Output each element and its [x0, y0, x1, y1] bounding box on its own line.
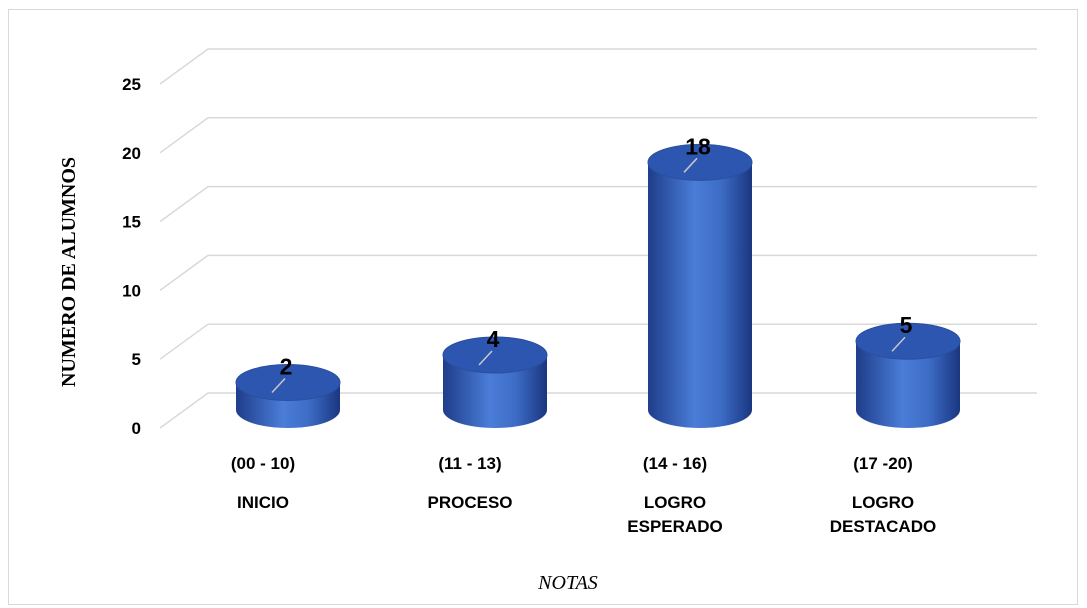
bar: [855, 322, 961, 428]
category-name-label: LOGRO: [852, 493, 914, 512]
category-range-label: (14 - 16): [643, 454, 707, 473]
category-range-label: (17 -20): [853, 454, 913, 473]
category-range-label: (11 - 13): [438, 454, 501, 473]
y-tick-label: 25: [122, 75, 141, 94]
y-tick-label: 0: [132, 419, 141, 438]
y-tick-label: 20: [122, 144, 141, 163]
gridline: [159, 323, 1037, 360]
category-name-label: DESTACADO: [830, 517, 936, 536]
data-label: 4: [487, 326, 500, 352]
bar: [235, 363, 341, 428]
category-name-label: INICIO: [237, 493, 289, 512]
category-name-label: LOGRO: [644, 493, 706, 512]
y-tick-label: 10: [122, 281, 141, 300]
gridline: [159, 392, 1037, 429]
data-label: 18: [685, 133, 711, 159]
y-tick-label: 15: [122, 213, 141, 232]
gridline: [159, 254, 1037, 292]
data-label: 5: [900, 312, 913, 338]
data-label: 2: [280, 353, 293, 379]
category-range-label: (00 - 10): [231, 454, 295, 473]
bar: [442, 336, 548, 428]
x-axis-title: NOTAS: [537, 572, 598, 594]
gridline: [159, 117, 1037, 154]
chart-frame: [8, 9, 1078, 605]
category-name-label: ESPERADO: [627, 517, 722, 536]
gridline: [159, 48, 1037, 85]
y-axis-title: NUMERO DE ALUMNOS: [58, 157, 80, 387]
gridline: [159, 185, 1037, 223]
y-tick-label: 5: [132, 350, 141, 369]
category-name-label: PROCESO: [427, 493, 512, 512]
bar: [647, 143, 753, 428]
